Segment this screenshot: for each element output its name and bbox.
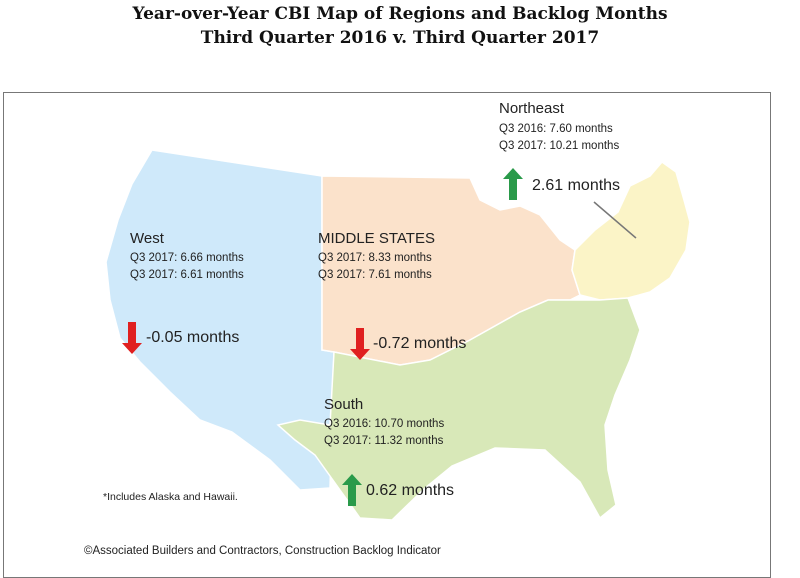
map-title: Year-over-Year CBI Map of Regions and Ba… <box>132 4 668 24</box>
west-down-arrow-icon <box>122 322 142 354</box>
northeast-leader-line <box>593 201 637 239</box>
northeast-q3-2017: Q3 2017: 10.21 months <box>499 140 620 152</box>
middle-q3-line2: Q3 2017: 7.61 months <box>318 269 432 281</box>
middle-q3-line1: Q3 2017: 8.33 months <box>318 252 432 264</box>
west-q3-line1: Q3 2017: 6.66 months <box>130 252 244 264</box>
region-south <box>276 297 641 521</box>
copyright: ©Associated Builders and Contractors, Co… <box>84 545 441 557</box>
middle-down-arrow-icon <box>350 328 370 360</box>
middle-states-label: MIDDLE STATES <box>318 230 435 247</box>
middle-change: -0.72 months <box>373 335 467 352</box>
south-q3-2016: Q3 2016: 10.70 months <box>324 418 445 430</box>
northeast-up-arrow-icon <box>503 168 523 200</box>
northeast-change: 2.61 months <box>532 177 621 194</box>
footnote: *Includes Alaska and Hawaii. <box>103 491 238 503</box>
west-label: West <box>130 230 164 247</box>
west-q3-line2: Q3 2017: 6.61 months <box>130 269 244 281</box>
south-label: South <box>324 396 364 413</box>
northeast-q3-2016: Q3 2016: 7.60 months <box>499 123 613 135</box>
region-northeast <box>571 160 691 301</box>
south-change: 0.62 months <box>366 482 455 499</box>
west-change: -0.05 months <box>146 329 240 346</box>
south-q3-2017: Q3 2017: 11.32 months <box>324 435 444 447</box>
south-up-arrow-icon <box>342 474 362 506</box>
map-subtitle: Third Quarter 2016 v. Third Quarter 2017 <box>200 28 600 48</box>
northeast-label: Northeast <box>499 100 565 117</box>
